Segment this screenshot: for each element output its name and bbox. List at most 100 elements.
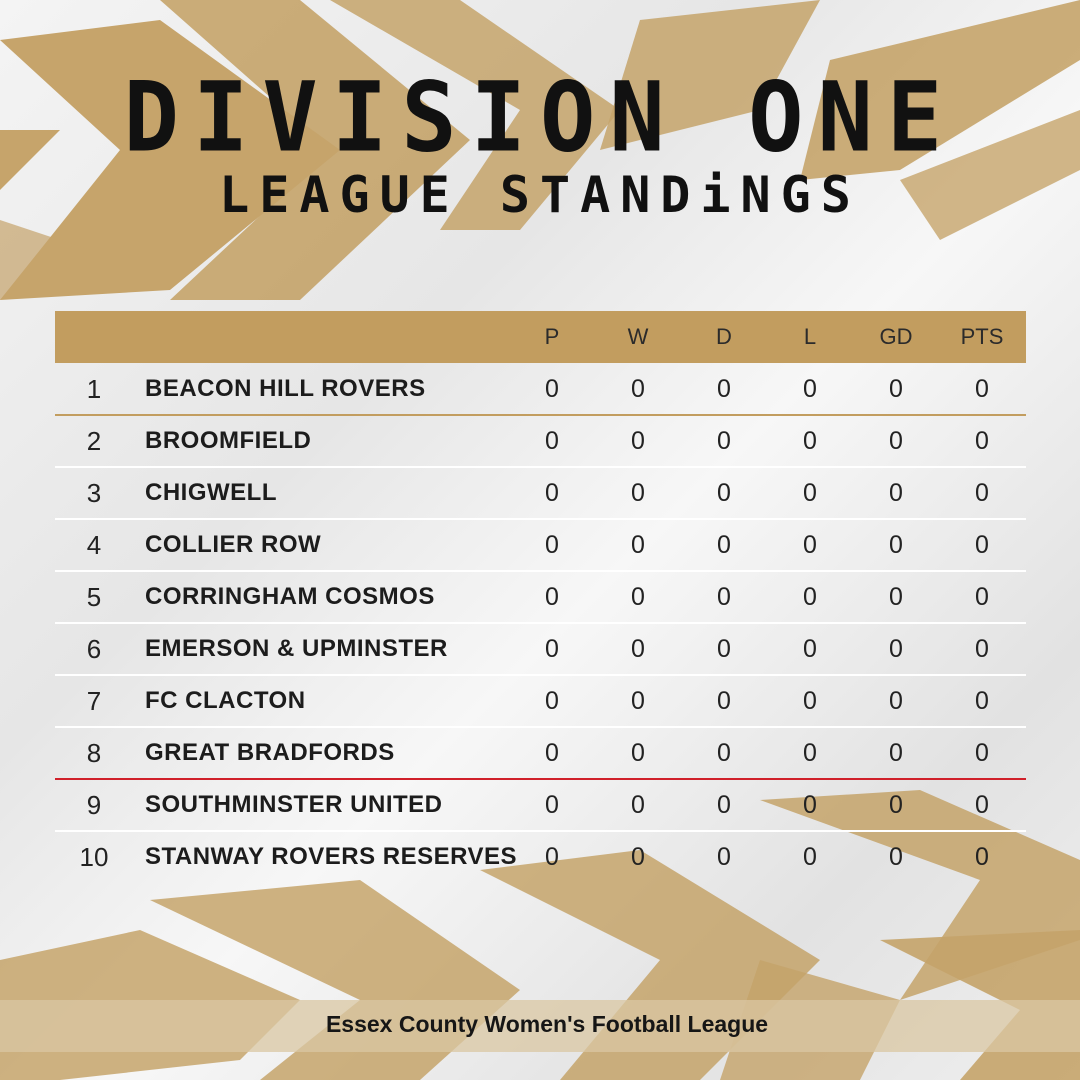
stat-cell-w: 0 <box>631 843 645 871</box>
stat-cell-gd: 0 <box>889 479 903 507</box>
table-row: 4 COLLIER ROW 0 0 0 0 0 0 <box>55 519 1026 571</box>
team-name-cell: SOUTHMINSTER UNITED <box>145 791 443 818</box>
team-name-cell: FC CLACTON <box>145 687 306 714</box>
table-row: 6 EMERSON & UPMINSTER 0 0 0 0 0 0 <box>55 623 1026 675</box>
team-name-cell: COLLIER ROW <box>145 531 322 558</box>
stat-cell-d: 0 <box>717 531 731 559</box>
stat-cell-l: 0 <box>803 479 817 507</box>
stat-cell-gd: 0 <box>889 739 903 767</box>
table-row: 3 CHIGWELL 0 0 0 0 0 0 <box>55 467 1026 519</box>
stat-cell-gd: 0 <box>889 791 903 819</box>
page-title: DIVISION ONE <box>123 61 957 174</box>
stat-cell-gd: 0 <box>889 531 903 559</box>
stat-cell-l: 0 <box>803 687 817 715</box>
column-header-pts: PTS <box>960 324 1004 349</box>
stat-cell-p: 0 <box>545 427 559 455</box>
stat-cell-pts: 0 <box>975 791 989 819</box>
table-row: 5 CORRINGHAM COSMOS 0 0 0 0 0 0 <box>55 571 1026 623</box>
stat-cell-p: 0 <box>545 583 559 611</box>
stat-cell-d: 0 <box>717 375 731 403</box>
stat-cell-l: 0 <box>803 531 817 559</box>
position-cell: 1 <box>86 374 102 404</box>
row-divider <box>55 726 1026 728</box>
position-cell: 3 <box>86 478 102 508</box>
stat-cell-p: 0 <box>545 843 559 871</box>
stat-cell-w: 0 <box>631 479 645 507</box>
stat-cell-w: 0 <box>631 635 645 663</box>
stat-cell-pts: 0 <box>975 583 989 611</box>
relegation-divider-line <box>55 778 1026 780</box>
position-cell: 2 <box>86 426 102 456</box>
stat-cell-gd: 0 <box>889 843 903 871</box>
table-header-bar <box>55 311 1026 363</box>
team-name-cell: BROOMFIELD <box>145 427 312 454</box>
stat-cell-pts: 0 <box>975 843 989 871</box>
column-header-d: D <box>716 324 732 349</box>
row-divider <box>55 674 1026 676</box>
table-row: 7 FC CLACTON 0 0 0 0 0 0 <box>55 675 1026 727</box>
stat-cell-l: 0 <box>803 739 817 767</box>
stat-cell-d: 0 <box>717 427 731 455</box>
stat-cell-d: 0 <box>717 479 731 507</box>
team-name-cell: CORRINGHAM COSMOS <box>145 583 435 610</box>
team-name-cell: EMERSON & UPMINSTER <box>145 635 448 662</box>
stat-cell-p: 0 <box>545 791 559 819</box>
position-cell: 9 <box>86 790 102 820</box>
column-header-l: L <box>803 324 817 349</box>
row-divider <box>55 466 1026 468</box>
row-divider <box>55 518 1026 520</box>
stat-cell-p: 0 <box>545 687 559 715</box>
stat-cell-l: 0 <box>803 583 817 611</box>
stat-cell-gd: 0 <box>889 375 903 403</box>
stat-cell-w: 0 <box>631 687 645 715</box>
position-cell: 4 <box>86 530 102 560</box>
stat-cell-d: 0 <box>717 635 731 663</box>
row-divider <box>55 622 1026 624</box>
stat-cell-w: 0 <box>631 427 645 455</box>
stat-cell-pts: 0 <box>975 739 989 767</box>
stat-cell-l: 0 <box>803 635 817 663</box>
stat-cell-w: 0 <box>631 375 645 403</box>
position-cell: 7 <box>86 686 102 716</box>
team-name-cell: CHIGWELL <box>145 479 277 506</box>
table-row: 9 SOUTHMINSTER UNITED 0 0 0 0 0 0 <box>55 779 1026 831</box>
stat-cell-l: 0 <box>803 843 817 871</box>
position-cell: 8 <box>86 738 102 768</box>
stat-cell-d: 0 <box>717 791 731 819</box>
stat-cell-d: 0 <box>717 583 731 611</box>
column-header-gd: GD <box>879 324 913 349</box>
stat-cell-l: 0 <box>803 375 817 403</box>
stat-cell-gd: 0 <box>889 687 903 715</box>
row-divider <box>55 570 1026 572</box>
stat-cell-gd: 0 <box>889 635 903 663</box>
table-row: 2 BROOMFIELD 0 0 0 0 0 0 <box>55 415 1026 467</box>
stat-cell-d: 0 <box>717 843 731 871</box>
position-cell: 10 <box>79 842 109 872</box>
stat-cell-w: 0 <box>631 791 645 819</box>
team-name-cell: GREAT BRADFORDS <box>145 739 395 766</box>
column-header-p: P <box>544 324 560 349</box>
position-cell: 5 <box>86 582 102 612</box>
table-row: 1 BEACON HILL ROVERS 0 0 0 0 0 0 <box>55 363 1026 415</box>
column-header-w: W <box>627 324 649 349</box>
stat-cell-p: 0 <box>545 479 559 507</box>
stat-cell-pts: 0 <box>975 635 989 663</box>
stat-cell-gd: 0 <box>889 427 903 455</box>
table-row: 10 STANWAY ROVERS RESERVES 0 0 0 0 0 0 <box>55 831 1026 883</box>
stat-cell-p: 0 <box>545 635 559 663</box>
stat-cell-w: 0 <box>631 531 645 559</box>
stat-cell-d: 0 <box>717 739 731 767</box>
footer-league-name: Essex County Women's Football League <box>325 1011 769 1037</box>
stat-cell-p: 0 <box>545 375 559 403</box>
stat-cell-l: 0 <box>803 427 817 455</box>
stat-cell-pts: 0 <box>975 427 989 455</box>
table-row: 8 GREAT BRADFORDS 0 0 0 0 0 0 <box>55 727 1026 779</box>
stat-cell-pts: 0 <box>975 375 989 403</box>
stat-cell-p: 0 <box>545 531 559 559</box>
row-divider <box>55 830 1026 832</box>
stat-cell-p: 0 <box>545 739 559 767</box>
team-name-cell: BEACON HILL ROVERS <box>145 375 426 402</box>
stat-cell-gd: 0 <box>889 583 903 611</box>
